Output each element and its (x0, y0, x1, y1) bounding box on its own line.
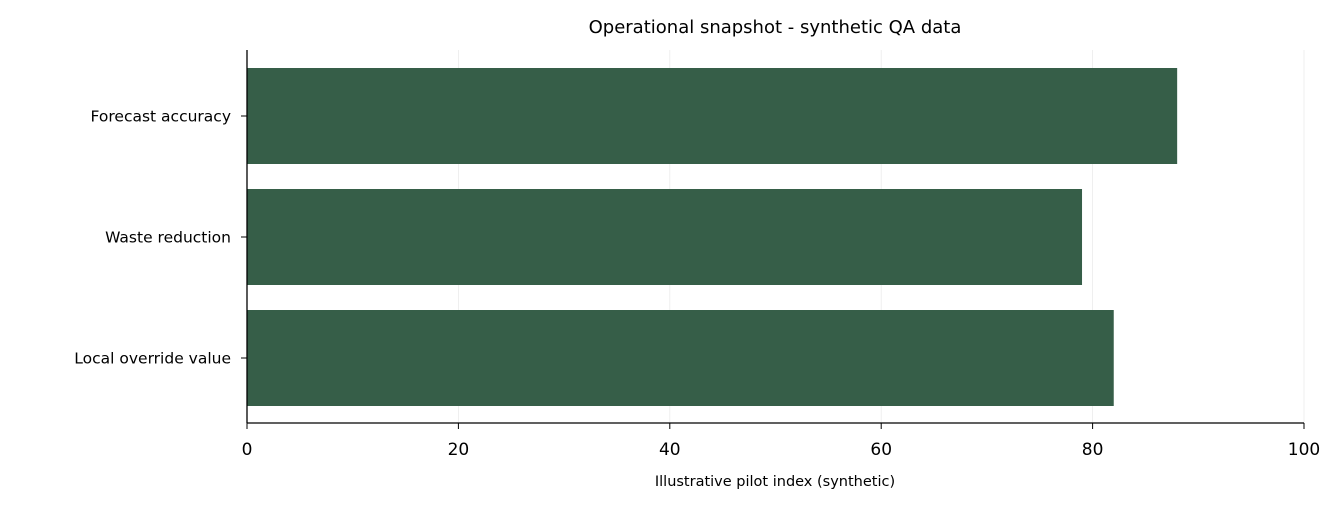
x-tick-label: 40 (659, 440, 681, 460)
x-tick-label: 80 (1082, 440, 1104, 460)
x-tick-label: 100 (1288, 440, 1320, 460)
x-tick-label: 0 (242, 440, 253, 460)
x-axis-label: Illustrative pilot index (synthetic) (655, 474, 895, 490)
chart-title: Operational snapshot - synthetic QA data (589, 17, 962, 38)
x-tick-label: 60 (870, 440, 892, 460)
y-tick-label: Waste reduction (105, 229, 231, 247)
bar (247, 189, 1083, 285)
bar (247, 68, 1178, 164)
y-tick-label: Forecast accuracy (91, 108, 231, 126)
x-tick-label: 20 (448, 440, 470, 460)
y-tick-label: Local override value (74, 350, 231, 368)
bar (247, 310, 1114, 406)
